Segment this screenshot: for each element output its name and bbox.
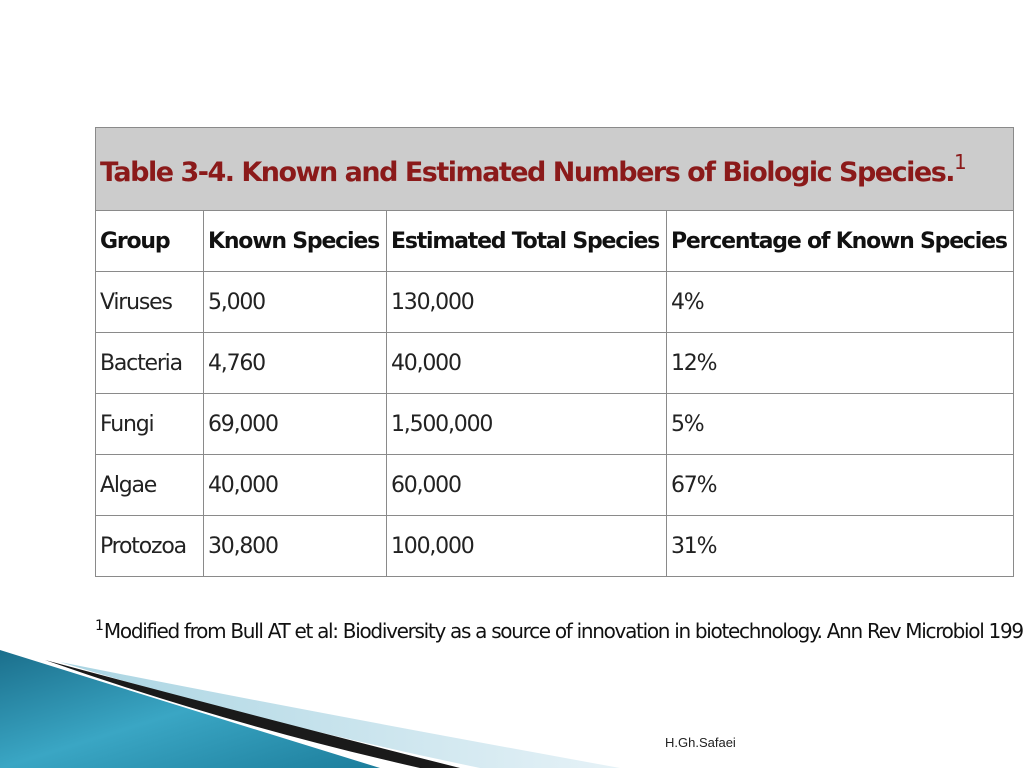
cell-known-species: 69,000 (203, 393, 387, 455)
cell-group: Algae (95, 454, 204, 516)
cell-percentage: 31% (665, 515, 1015, 577)
cell-group: Fungi (95, 393, 204, 455)
footnote-text: Modified from Bull AT et al: Biodiversit… (103, 619, 1024, 643)
cell-estimated-total: 130,000 (386, 271, 667, 333)
cell-estimated-total: 100,000 (386, 515, 667, 577)
table-footnote: 1Modified from Bull AT et al: Biodiversi… (95, 618, 1024, 643)
cell-percentage: 4% (665, 271, 1015, 333)
cell-known-species: 5,000 (203, 271, 387, 333)
cell-estimated-total: 60,000 (386, 454, 667, 516)
cell-group: Protozoa (95, 515, 204, 577)
table-row: Viruses 5,000 130,000 4% (95, 271, 1015, 333)
cell-known-species: 30,800 (203, 515, 387, 577)
column-header-known-species: Known Species (203, 210, 387, 272)
table-caption: Table 3-4. Known and Estimated Numbers o… (94, 127, 1015, 211)
column-header-estimated-total-species: Estimated Total Species (386, 210, 667, 272)
table-caption-row: Table 3-4. Known and Estimated Numbers o… (94, 127, 1015, 211)
cell-percentage: 12% (665, 332, 1015, 394)
cell-estimated-total: 1,500,000 (386, 393, 667, 455)
column-header-group: Group (95, 210, 204, 272)
table-title: Table 3-4. Known and Estimated Numbers o… (100, 157, 956, 188)
decorative-swoosh (0, 650, 620, 768)
swoosh-teal-wave (0, 650, 380, 768)
column-header-percentage-known: Percentage of Known Species (665, 210, 1015, 272)
cell-percentage: 67% (665, 454, 1015, 516)
species-table-container: Table 3-4. Known and Estimated Numbers o… (94, 127, 1015, 577)
cell-percentage: 5% (665, 393, 1015, 455)
author-credit: H.Gh.Safaei (665, 735, 736, 750)
table-row: Bacteria 4,760 40,000 12% (95, 332, 1015, 394)
cell-estimated-total: 40,000 (386, 332, 667, 394)
table-title-note: 1 (954, 150, 967, 174)
table-row: Algae 40,000 60,000 67% (95, 454, 1015, 516)
footnote-marker: 1 (95, 618, 104, 634)
cell-group: Viruses (95, 271, 204, 333)
cell-known-species: 40,000 (203, 454, 387, 516)
table-row: Fungi 69,000 1,500,000 5% (95, 393, 1015, 455)
cell-known-species: 4,760 (203, 332, 387, 394)
species-table: Table 3-4. Known and Estimated Numbers o… (94, 127, 1015, 577)
table-header-row: Group Known Species Estimated Total Spec… (95, 210, 1015, 272)
cell-group: Bacteria (95, 332, 204, 394)
table-row: Protozoa 30,800 100,000 31% (95, 515, 1015, 577)
